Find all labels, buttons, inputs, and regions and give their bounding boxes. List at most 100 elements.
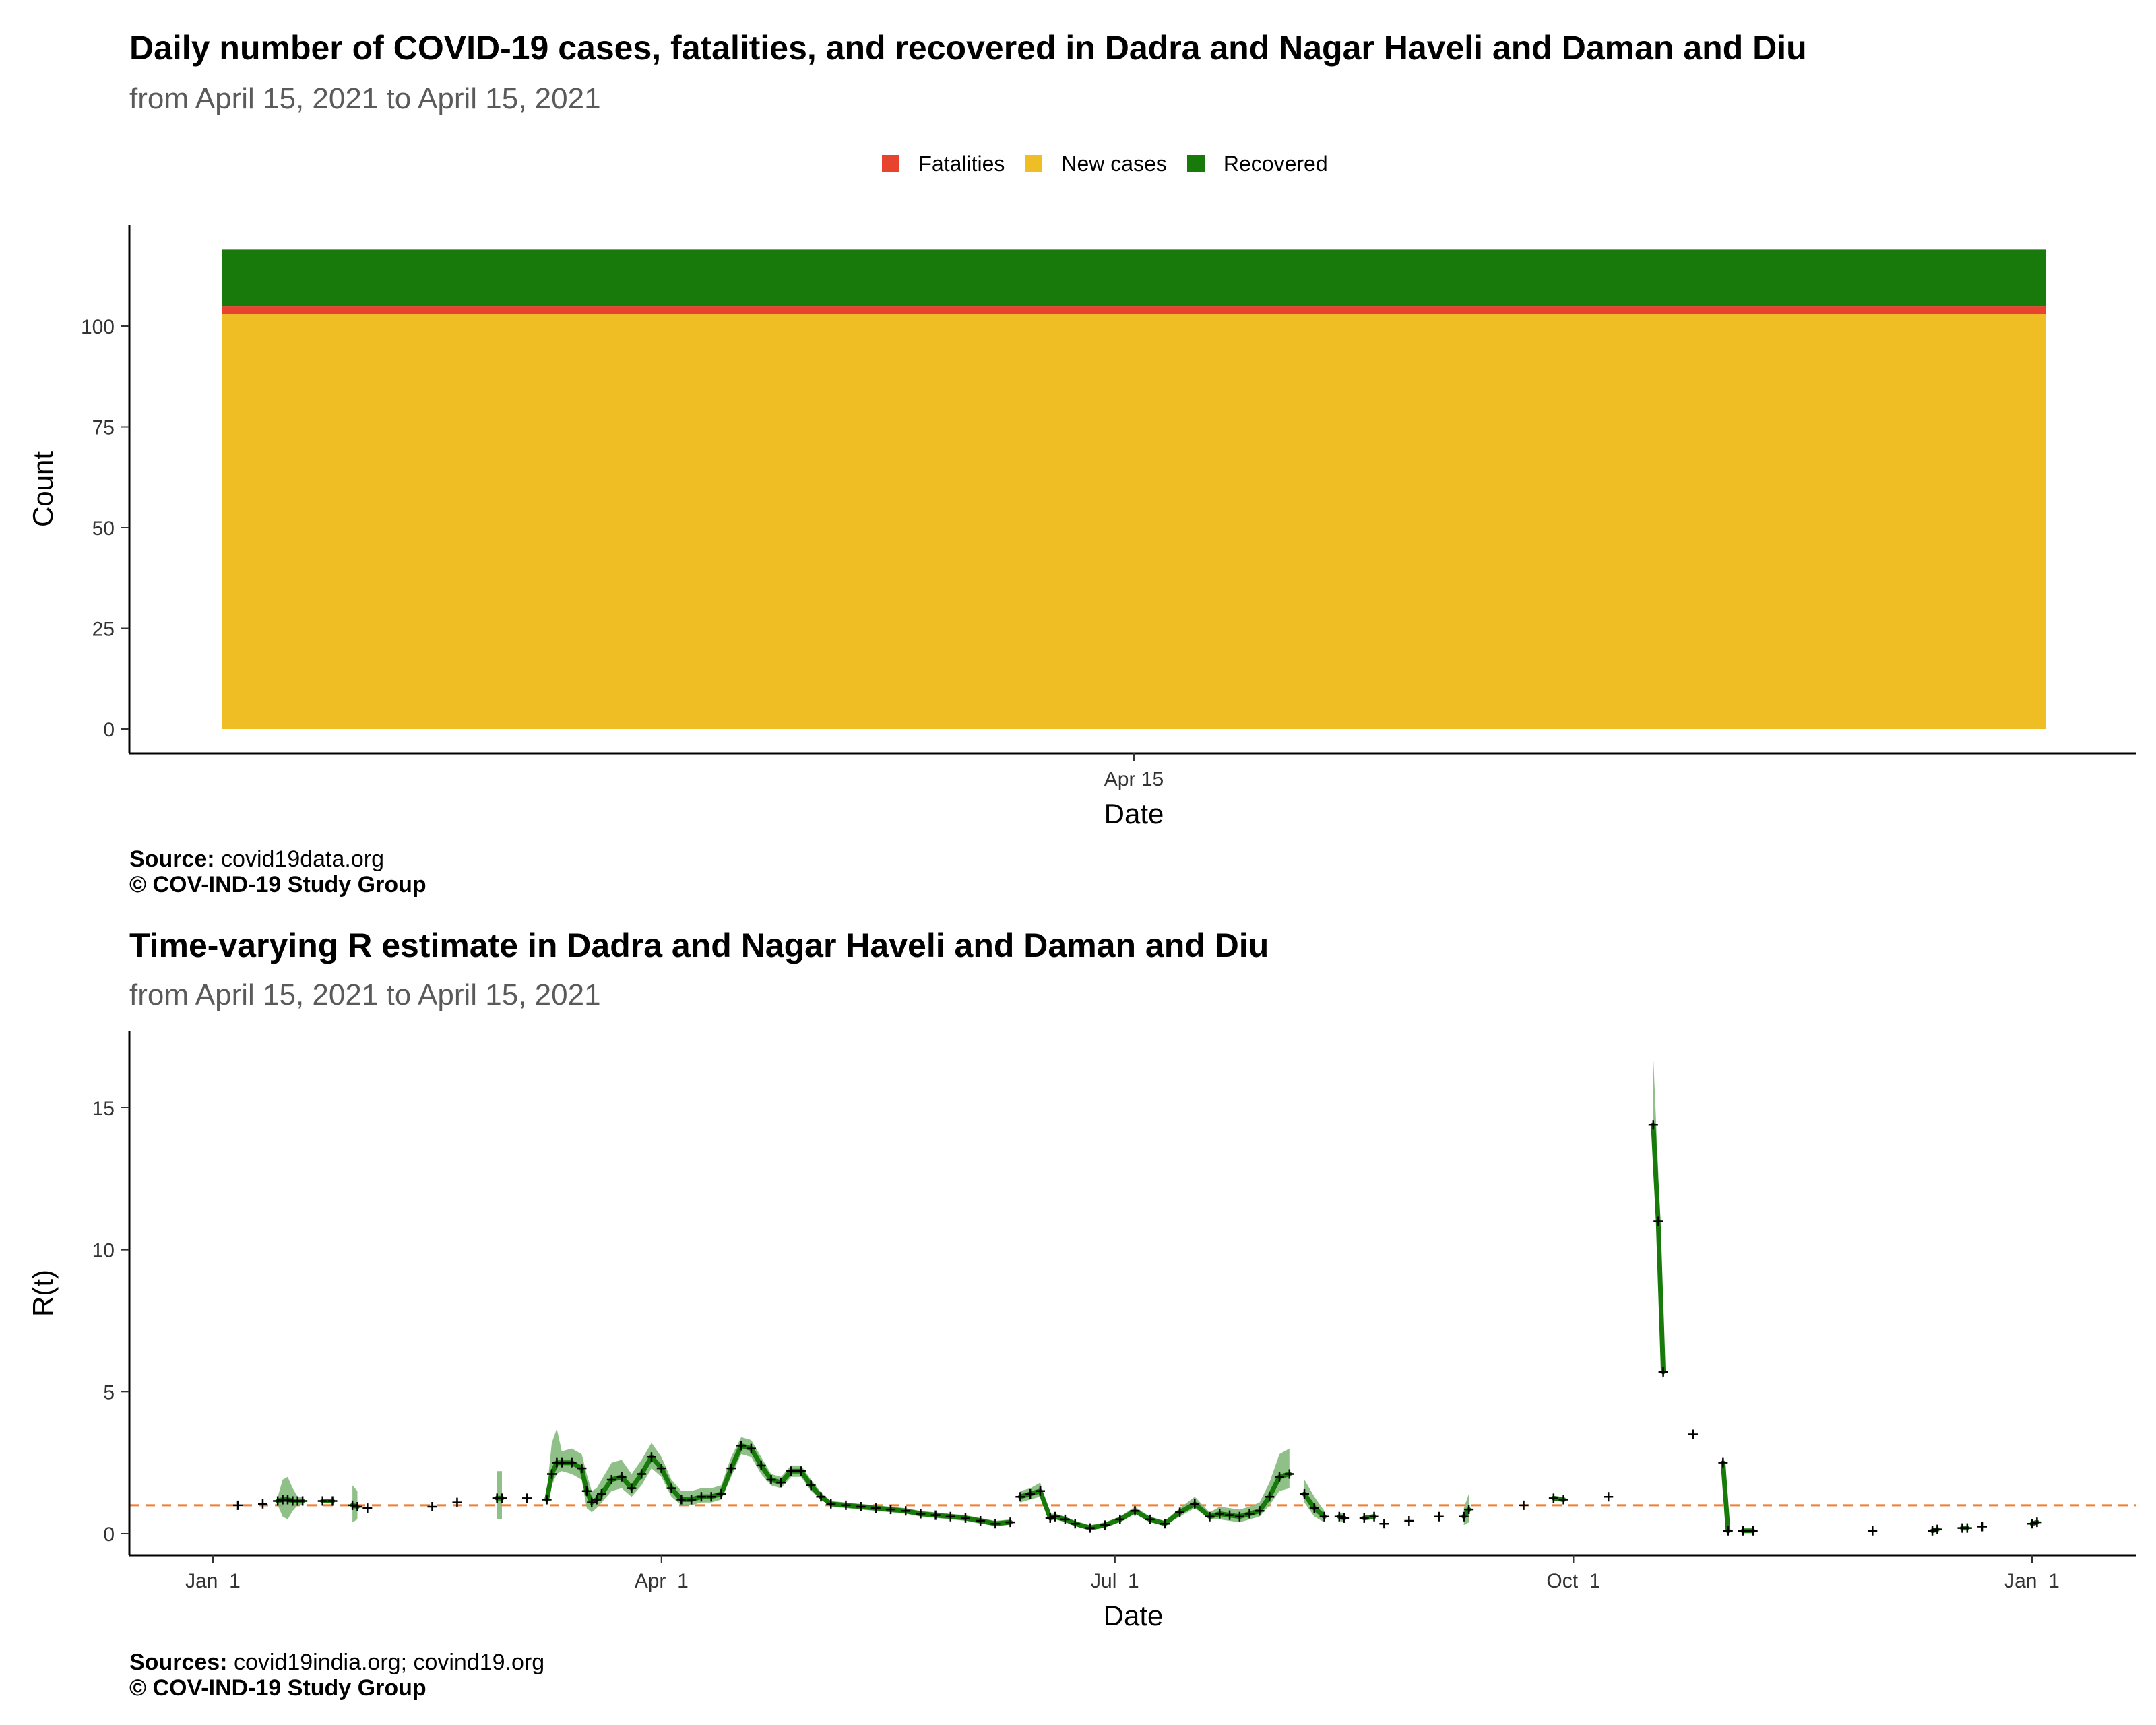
rt-point — [1015, 1492, 1025, 1502]
chart1-x-tick-label: Apr 15 — [1104, 768, 1164, 790]
rt-point — [1205, 1511, 1215, 1522]
rt-point — [587, 1497, 597, 1507]
rt-point — [1300, 1489, 1309, 1499]
rt-point — [348, 1500, 358, 1510]
rt-point — [581, 1486, 592, 1496]
chart1-source-label: Source: — [129, 846, 215, 872]
chart1-legend: Fatalities New cases Recovered — [0, 147, 2156, 181]
rt-point — [1115, 1514, 1125, 1524]
rt-point — [1025, 1489, 1036, 1499]
rt-point — [452, 1497, 462, 1507]
rt-point — [2027, 1519, 2037, 1529]
rt-point — [257, 1499, 267, 1509]
ci-band — [1020, 1448, 1290, 1530]
rt-point — [522, 1493, 532, 1503]
legend-item-fatalities: Fatalities — [882, 152, 1005, 177]
rt-point — [1977, 1522, 1988, 1532]
legend-key-recovered — [1186, 155, 1205, 172]
chart2-subtitle: from April 15, 2021 to April 15, 2021 — [129, 978, 601, 1011]
rt-point — [945, 1511, 955, 1522]
rt-point — [1738, 1526, 1748, 1536]
legend-item-recovered: Recovered — [1186, 151, 1328, 177]
rt-line — [1720, 1460, 1731, 1534]
rt-point — [806, 1480, 816, 1491]
rt-point — [616, 1472, 627, 1482]
rt-point — [726, 1464, 736, 1474]
rt-point — [736, 1441, 747, 1451]
rt-point — [1558, 1495, 1568, 1505]
rt-point — [646, 1452, 656, 1462]
chart2-y-tick-label: 15 — [92, 1098, 115, 1120]
rt-point — [1050, 1511, 1060, 1522]
rt-line — [1651, 1122, 1666, 1375]
chart2-y-tick-label: 5 — [103, 1381, 115, 1404]
rt-point — [786, 1466, 796, 1476]
legend-key-fatalities — [882, 155, 900, 172]
bar-chart: 0 25 50 75 100 Apr 15 Date Count — [27, 225, 2136, 829]
rt-point — [1868, 1526, 1878, 1536]
rt-point — [1339, 1513, 1350, 1523]
rt-line-chart: 0 5 10 15 Jan 1 Apr 1 Jul 1 Oct 1 Jan 1 Date R(t) — [27, 1031, 2136, 1631]
rt-point — [1234, 1511, 1244, 1522]
rt-point — [427, 1501, 437, 1511]
chart1-caption: Source: covid19data.org © COV-IND-19 Stu… — [129, 846, 426, 898]
rt-point — [1005, 1517, 1015, 1528]
rt-point — [826, 1499, 836, 1509]
rt-point — [1130, 1506, 1140, 1516]
rt-point — [930, 1510, 941, 1520]
rt-point — [656, 1464, 666, 1474]
rt-point — [976, 1516, 986, 1526]
rt-point — [627, 1483, 637, 1493]
rt-point — [916, 1509, 926, 1519]
chart1-y-tick-label: 100 — [81, 316, 115, 338]
rt-point — [1464, 1505, 1474, 1515]
rt-point — [232, 1500, 243, 1510]
rt-point — [1215, 1509, 1225, 1519]
rt-point — [960, 1513, 970, 1523]
rt-point — [1045, 1513, 1055, 1523]
rt-point — [746, 1443, 756, 1453]
chart2-credit: © COV-IND-19 Study Group — [129, 1675, 426, 1701]
rt-point — [298, 1496, 308, 1506]
rt-point — [1928, 1526, 1938, 1536]
legend-label-new-cases: New cases — [1061, 151, 1167, 176]
rt-point — [1175, 1507, 1185, 1517]
legend-label-fatalities: Fatalities — [918, 151, 1005, 176]
chart1-y-tick-label: 25 — [92, 619, 115, 641]
rt-point — [856, 1501, 866, 1511]
rt-point — [1255, 1506, 1265, 1516]
chart1-source: covid19data.org — [221, 846, 384, 872]
rt-point — [1369, 1511, 1379, 1522]
rt-point — [1548, 1493, 1558, 1503]
rt-point — [1190, 1499, 1200, 1509]
rt-point — [1100, 1520, 1110, 1530]
rt-point — [1604, 1492, 1614, 1502]
rt-point — [352, 1501, 362, 1511]
rt-point — [756, 1460, 766, 1470]
legend-label-recovered: Recovered — [1223, 151, 1328, 176]
chart1-y-tick-label: 75 — [92, 417, 115, 439]
rt-point — [901, 1506, 911, 1516]
rt-point — [592, 1495, 602, 1505]
rt-point — [666, 1483, 676, 1493]
rt-point — [1284, 1469, 1294, 1479]
chart1-x-axis-title: Date — [1104, 798, 1164, 829]
rt-point — [816, 1492, 826, 1502]
rt-point — [1265, 1492, 1275, 1502]
rt-point — [1962, 1523, 1972, 1533]
rt-point — [706, 1492, 716, 1502]
chart1-y-tick-label: 50 — [92, 518, 115, 540]
rt-point — [273, 1496, 283, 1506]
chart1-subtitle: from April 15, 2021 to April 15, 2021 — [129, 82, 601, 115]
rt-point — [1653, 1216, 1663, 1226]
rt-point — [1723, 1526, 1733, 1536]
rt-point — [676, 1495, 687, 1505]
rt-point — [687, 1495, 697, 1505]
rt-point — [1070, 1519, 1080, 1529]
rt-point — [696, 1492, 706, 1502]
chart2-y-axis-title: R(t) — [27, 1269, 59, 1317]
rt-point — [637, 1469, 647, 1479]
rt-point — [1160, 1519, 1170, 1529]
rt-point — [1688, 1429, 1698, 1439]
rt-point — [1244, 1509, 1255, 1519]
